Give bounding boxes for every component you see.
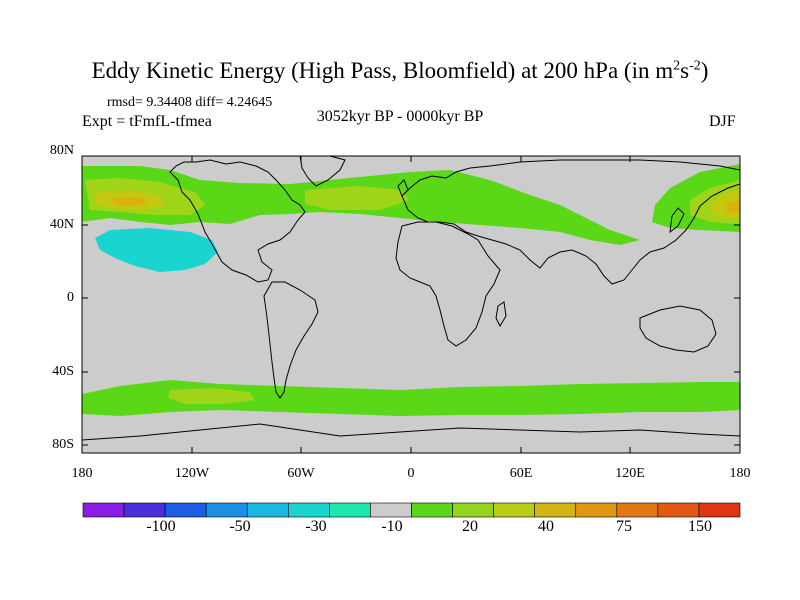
colorbar-label: 20 — [462, 518, 478, 535]
pacific-peak — [112, 197, 148, 206]
anomaly-fields — [82, 164, 740, 416]
japan-coast — [669, 207, 685, 234]
colorbar-swatch — [575, 502, 618, 518]
colorbar-swatch — [657, 502, 700, 518]
coastlines — [82, 156, 740, 441]
colorbar-label: -30 — [305, 518, 327, 535]
colorbar-label: -10 — [381, 518, 403, 535]
colorbar-swatch — [370, 502, 412, 518]
lon-label-60w: 60W — [287, 466, 315, 481]
lon-label-180w: 180 — [71, 466, 93, 481]
colorbar-label: 75 — [616, 518, 632, 535]
south-core — [168, 388, 255, 404]
colorbar-label: -100 — [146, 518, 176, 535]
period-label: 3052kyr BP - 0000kyr BP — [316, 108, 484, 125]
lat-label-0: 0 — [67, 290, 74, 305]
colorbar-label: 40 — [538, 518, 554, 535]
south-storm-track — [82, 380, 740, 416]
lon-label-0: 0 — [407, 466, 415, 481]
east-pacific-negative — [95, 228, 218, 272]
colorbar-swatch — [246, 502, 289, 518]
colorbar-swatch — [164, 502, 207, 518]
australia-coast — [639, 305, 717, 353]
colorbar-label: 150 — [688, 518, 712, 535]
colorbar-swatch — [411, 502, 453, 518]
colorbar-swatch — [493, 502, 535, 518]
colorbar-swatch — [698, 502, 741, 518]
colorbar-swatch — [534, 502, 577, 518]
lat-label-40n: 40N — [49, 217, 74, 232]
experiment-label: Expt = tFmfL-tfmea — [82, 113, 212, 130]
lat-label-80s: 80S — [52, 437, 74, 452]
greenland-coast — [299, 156, 346, 187]
colorbar-swatch — [288, 502, 330, 518]
colorbar-label: -50 — [229, 518, 251, 535]
atlantic-core — [305, 186, 410, 210]
stats-text: rmsd= 9.34408 diff= 4.24645 — [107, 95, 273, 110]
plot-title: Eddy Kinetic Energy (High Pass, Bloomfie… — [91, 58, 709, 83]
uk-coast — [397, 179, 409, 197]
colorbar — [82, 502, 741, 518]
colorbar-swatch — [329, 502, 371, 518]
lat-label-80n: 80N — [49, 143, 74, 158]
season-label: DJF — [709, 113, 736, 130]
colorbar-swatch — [82, 502, 125, 518]
north-america-coast — [169, 159, 306, 283]
colorbar-swatch — [452, 502, 494, 518]
colorbar-swatch — [205, 502, 248, 518]
lat-label-40s: 40S — [52, 364, 74, 379]
antarctica-coast — [82, 423, 740, 441]
lon-label-180e: 180 — [729, 466, 751, 481]
colorbar-swatch — [123, 502, 166, 518]
axis-ticks — [81, 156, 741, 453]
lon-label-60e: 60E — [509, 466, 533, 481]
lon-label-120e: 120E — [615, 466, 645, 481]
lon-label-120w: 120W — [174, 466, 210, 481]
africa-coast — [395, 221, 501, 347]
nw-pacific-peak — [726, 200, 740, 214]
colorbar-swatch — [616, 502, 659, 518]
madagascar-coast — [495, 301, 507, 328]
eurasia-coast — [401, 159, 740, 285]
south-america-coast — [263, 281, 319, 399]
